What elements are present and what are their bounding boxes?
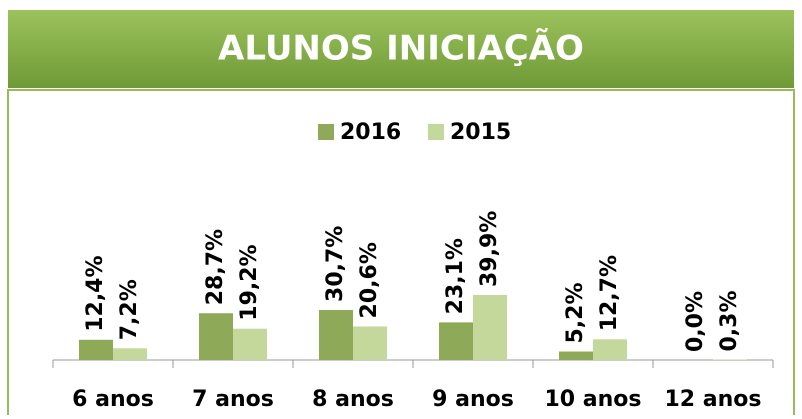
bar [233, 329, 267, 360]
bar [353, 326, 387, 360]
bar [439, 322, 473, 360]
data-label: 12,4% [83, 255, 108, 331]
bar [559, 352, 593, 360]
data-label: 39,9% [477, 211, 502, 287]
x-tick-label: 6 anos [72, 387, 154, 412]
data-label: 7,2% [117, 279, 142, 340]
legend-label: 2015 [450, 120, 511, 145]
data-label: 23,1% [443, 238, 468, 314]
bar [199, 313, 233, 360]
legend-swatch [428, 124, 444, 140]
data-label: 0,3% [717, 290, 742, 351]
data-label: 12,7% [597, 255, 622, 331]
chart-title: ALUNOS INICIAÇÃO [218, 28, 584, 69]
data-label: 5,2% [563, 283, 588, 344]
x-tick-label: 8 anos [312, 387, 394, 412]
legend-swatch [318, 124, 334, 140]
data-label: 28,7% [203, 229, 228, 305]
data-label: 19,2% [237, 244, 262, 320]
data-label: 30,7% [323, 226, 348, 302]
x-tick-label: 9 anos [432, 387, 514, 412]
legend-label: 2016 [340, 120, 401, 145]
data-label: 0,0% [683, 291, 708, 352]
bar [319, 310, 353, 360]
bar [473, 295, 507, 360]
x-tick-label: 7 anos [192, 387, 274, 412]
bar [593, 339, 627, 360]
bar [79, 340, 113, 360]
data-label: 20,6% [357, 242, 382, 318]
bar [113, 348, 147, 360]
x-tick-label: 12 anos [665, 387, 762, 412]
x-tick-label: 10 anos [545, 387, 642, 412]
